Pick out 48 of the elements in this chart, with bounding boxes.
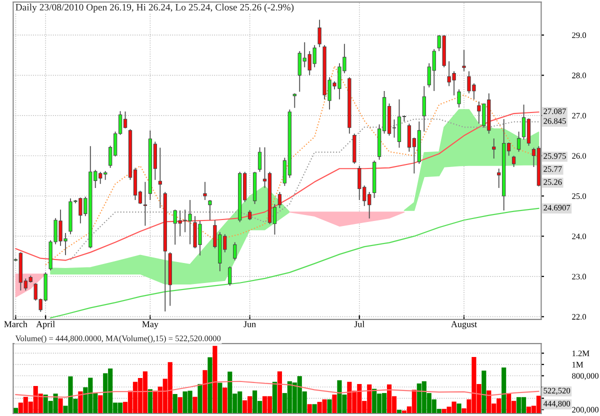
x-tick-label: March [4, 320, 28, 328]
y-tick-label: 26.0 [572, 153, 586, 159]
candlestick [203, 181, 207, 200]
text: 444,800 [543, 400, 570, 408]
line-series [50, 208, 540, 318]
annotation: 26.845 [544, 118, 566, 124]
y-tick-label: 800,000 [572, 373, 599, 380]
candlestick [457, 88, 461, 108]
y-tick-label: 28.0 [572, 72, 586, 78]
x-tick-label: April [36, 320, 55, 330]
y-tick-label: 24.0 [572, 234, 586, 240]
text: 25.26 [544, 179, 562, 185]
text: 25.77 [544, 166, 562, 172]
y-tick-label: 27.0 [572, 112, 586, 119]
candlestick [158, 147, 162, 209]
y-tick-label: 200,000 [572, 406, 599, 414]
y-tick-label: 1M [572, 362, 584, 368]
x-tick-label: August [451, 321, 477, 330]
y-tick-label: 23.0 [572, 274, 586, 280]
candlestick [422, 86, 426, 132]
candlestick [143, 181, 148, 226]
candlestick [233, 242, 237, 261]
annotation: 27.087 [544, 108, 566, 114]
annotation: 522,520 [544, 388, 570, 395]
candlestick [462, 49, 466, 72]
candlestick [318, 19, 322, 48]
line-series [15, 380, 540, 398]
candlestick [512, 155, 516, 168]
x-tick-label: Jun [244, 321, 256, 328]
x-tick-label: Jul [354, 320, 364, 328]
x-tick-label: May [142, 321, 158, 330]
candlestick [248, 210, 252, 221]
candlestick [516, 131, 521, 152]
candlestick [228, 266, 232, 286]
y-tick-label: 25.0 [572, 193, 586, 199]
y-tick-label: 22.0 [572, 314, 586, 320]
candlestick [278, 191, 282, 209]
candlestick [258, 146, 262, 172]
annotation: 25.975 [544, 153, 566, 159]
y-tick-label: 1.2M [572, 350, 590, 356]
line-series [45, 65, 540, 266]
annotation: 24.6907 [544, 204, 570, 211]
candlestick [292, 92, 296, 108]
candlestick [208, 200, 212, 221]
chart-title: Daily 23/08/2010 Open 26.19, Hi 26.24, Lo 25.24, Close 25.26 (-2.9%) [16, 4, 294, 13]
chart-title: Volume() = 444,800.0000, MA(Volume(),15) = 522,520.0000 [15, 335, 221, 343]
y-tick-label: 29.0 [572, 32, 586, 38]
candlestick [492, 138, 496, 160]
